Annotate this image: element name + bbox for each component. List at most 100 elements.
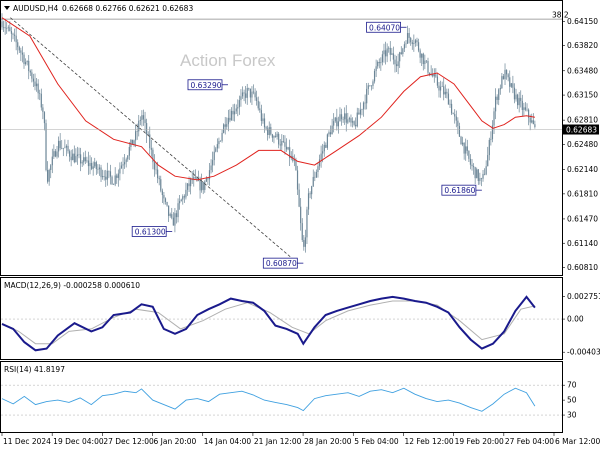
candle-body <box>447 93 450 105</box>
symbol-label: AUDUSD,H4 <box>13 4 58 13</box>
candle-body <box>356 112 358 127</box>
candle-body <box>345 113 347 123</box>
candle-body <box>62 147 64 149</box>
rsi-panel-frame <box>0 361 563 433</box>
candle-body <box>529 117 531 123</box>
candle-body <box>397 61 399 67</box>
candle-body <box>476 169 478 179</box>
candle-body <box>350 118 352 123</box>
candle-body <box>75 156 77 163</box>
candle-body <box>144 119 146 124</box>
candle-body <box>111 176 113 185</box>
candle-body <box>46 169 49 182</box>
candle-body <box>344 113 346 120</box>
price-panel-frame <box>0 0 563 276</box>
candle-body <box>190 178 192 187</box>
candle-body <box>293 160 295 162</box>
candle-body <box>468 150 470 159</box>
candle-body <box>268 127 270 136</box>
candle-body <box>89 163 91 167</box>
candle-body <box>518 97 520 106</box>
date-tick-label: 6 Mar 12:00 <box>555 437 600 446</box>
candle-body <box>61 147 63 149</box>
candle-body <box>106 170 108 180</box>
rsi-tick-label: 50 <box>567 396 577 405</box>
candle-body <box>70 156 72 161</box>
candle-body <box>315 172 317 178</box>
candle-body <box>513 87 516 100</box>
candle-body <box>461 142 464 145</box>
candle-body <box>53 151 55 157</box>
candle-body <box>507 74 509 78</box>
candle-body <box>301 223 303 241</box>
fib-label: 38.2 <box>552 11 569 20</box>
price-tick-label: 0.64150 <box>567 17 598 26</box>
candle-body <box>218 141 220 145</box>
candle-body <box>260 110 262 121</box>
candle-body <box>81 162 83 164</box>
candle-body <box>168 205 170 216</box>
date-tick-label: 12 Feb 12:00 <box>404 437 453 446</box>
candle-body <box>175 213 178 218</box>
candle-body <box>303 240 305 247</box>
date-tick-label: 11 Dec 2024 <box>3 437 51 446</box>
candle-body <box>424 60 426 65</box>
candle-body <box>328 132 330 135</box>
candle-body <box>526 109 528 111</box>
candle-body <box>182 196 184 200</box>
candle-body <box>463 142 465 154</box>
candle-body <box>94 162 96 167</box>
candle-body <box>193 176 195 181</box>
candle-body <box>7 27 9 29</box>
candle-body <box>10 31 13 34</box>
date-tick-label: 19 Dec 04:00 <box>53 437 104 446</box>
current-price-box <box>563 124 599 135</box>
dropdown-arrow-icon[interactable] <box>4 6 10 10</box>
candle-body <box>428 72 431 75</box>
candle-body <box>494 96 497 112</box>
candle-body <box>4 27 6 29</box>
candle-body <box>353 121 355 125</box>
candle-body <box>83 157 85 163</box>
candle-body <box>221 132 223 141</box>
candle-body <box>510 83 512 87</box>
macd-panel-frame <box>0 277 563 360</box>
annotation-label: 0.60870 <box>266 259 297 268</box>
candle-body <box>347 119 349 123</box>
candle-body <box>73 153 75 163</box>
candle-body <box>249 88 251 98</box>
candle-body <box>460 136 462 145</box>
candle-body <box>45 123 47 170</box>
candle-body <box>207 178 209 180</box>
candle-body <box>113 184 115 185</box>
candle-body <box>307 193 310 210</box>
candle-body <box>238 100 240 108</box>
candle-body <box>78 154 80 155</box>
candle-body <box>87 160 90 167</box>
date-tick-label: 27 Feb 04:00 <box>505 437 554 446</box>
candle-body <box>157 169 159 179</box>
candle-body <box>281 141 283 146</box>
candle-body <box>329 132 332 135</box>
annotation-label: 0.61300 <box>135 227 166 236</box>
candle-body <box>370 85 373 87</box>
candle-body <box>149 134 151 149</box>
candle-body <box>491 125 494 140</box>
candle-body <box>499 88 501 90</box>
candle-body <box>449 103 451 105</box>
candle-body <box>51 156 53 166</box>
candle-body <box>116 175 118 178</box>
candle-body <box>54 151 57 157</box>
candle-body <box>12 33 14 35</box>
candle-body <box>422 53 424 65</box>
candle-body <box>72 153 74 161</box>
candle-body <box>92 166 94 169</box>
candle-body <box>97 169 99 170</box>
current-price-label: 0.62683 <box>566 126 597 135</box>
candle-body <box>391 53 393 55</box>
candle-body <box>23 54 25 64</box>
candle-body <box>98 167 101 170</box>
candle-body <box>183 196 185 198</box>
candle-body <box>86 160 88 162</box>
candle-body <box>384 50 387 57</box>
